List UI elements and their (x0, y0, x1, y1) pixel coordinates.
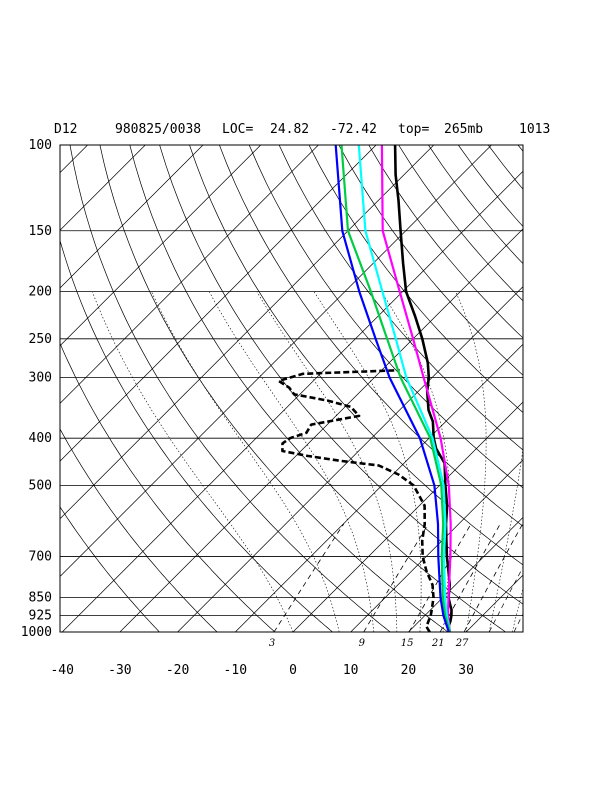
top-label: top= (398, 122, 429, 137)
top-value: 265mb (444, 122, 483, 137)
mixing-ratio-line (572, 524, 612, 632)
isotherm (292, 401, 523, 632)
mixing-ratio-line (408, 523, 472, 632)
temperature-tick-label: -20 (166, 663, 189, 678)
temperature-tick-label: 0 (289, 663, 297, 678)
pressure-tick-label: 400 (29, 431, 52, 446)
station-id: D12 (54, 122, 77, 137)
temperature-tick-label: -40 (50, 663, 73, 678)
green-parcel-line (340, 145, 451, 632)
isotherm (60, 145, 261, 347)
latitude-value: 24.82 (270, 122, 309, 137)
temperature-line (393, 145, 453, 632)
dry-adiabat (219, 145, 523, 527)
moist-adiabat (455, 291, 487, 632)
dry-adiabat (517, 145, 523, 152)
isotherm (60, 145, 204, 289)
mixing-ratio-label: 3 (269, 638, 275, 649)
temperature-tick-label: 20 (401, 663, 417, 678)
moist-adiabat (313, 291, 422, 632)
dry-adiabat (428, 145, 523, 265)
pressure-tick-label: 100 (29, 138, 52, 153)
background-lines (60, 145, 612, 632)
pressure-tick-label: 150 (29, 224, 52, 239)
moist-adiabat (488, 445, 523, 632)
dry-adiabat (278, 145, 523, 451)
pressure-tick-label: 925 (29, 609, 52, 624)
temperature-tick-label: 30 (458, 663, 474, 678)
isotherm (60, 145, 377, 462)
isotherm (235, 343, 523, 632)
cyan-parcel-line (357, 145, 451, 632)
isotherm (60, 145, 319, 404)
dry-adiabat (578, 145, 612, 632)
isotherm (61, 170, 523, 632)
blue-parcel-line (334, 145, 450, 632)
dry-adiabat (487, 145, 523, 190)
isotherm (60, 145, 492, 577)
longitude-value: -72.42 (330, 122, 377, 137)
pressure-tick-label: 850 (29, 591, 52, 606)
isotherm (60, 145, 435, 520)
dry-adiabat (159, 145, 523, 605)
pressure-tick-label: 200 (29, 285, 52, 300)
dry-adiabat (608, 145, 612, 632)
isotherm (408, 516, 523, 632)
magenta-parcel-line (380, 145, 452, 632)
dry-adiabat (308, 145, 523, 413)
isotherm (177, 286, 523, 632)
isotherm (60, 145, 146, 231)
sounding-series (277, 145, 453, 632)
extra-value: 1013 (519, 122, 550, 137)
pressure-tick-label: 500 (29, 478, 52, 493)
sounding-datetime: 980825/0038 (115, 122, 201, 137)
temperature-tick-label: 10 (343, 663, 359, 678)
temperature-tick-label: -30 (108, 663, 131, 678)
pressure-tick-label: 250 (29, 332, 52, 347)
moist-adiabat (208, 291, 375, 632)
dry-adiabat (338, 145, 523, 376)
mixing-ratio-label: 21 (431, 638, 445, 649)
isobars (60, 144, 523, 633)
mixing-ratio-label: 15 (401, 638, 414, 649)
mixing-ratio-line (363, 523, 429, 632)
moist-adiabat (151, 291, 340, 632)
mixing-ratio-line (543, 524, 597, 632)
mixing-ratio-label: 9 (359, 638, 366, 649)
moist-adiabat (256, 291, 398, 632)
mixing-ratio-label: 27 (455, 638, 469, 649)
mixing-ratio-line (273, 523, 345, 632)
dewpoint-line (277, 368, 435, 632)
temperature-tick-label: -10 (224, 663, 247, 678)
isotherm (465, 574, 523, 632)
moist-adiabat (92, 291, 294, 632)
dry-adiabat (548, 145, 612, 632)
pressure-tick-label: 700 (29, 550, 52, 565)
pressure-tick-label: 300 (29, 370, 52, 385)
loc-label: LOC= (222, 122, 253, 137)
isotherm (350, 459, 523, 632)
plot-frame (59, 144, 524, 633)
isotherm (524, 145, 612, 632)
isotherm (119, 228, 523, 632)
pressure-tick-label: 1000 (21, 625, 52, 640)
